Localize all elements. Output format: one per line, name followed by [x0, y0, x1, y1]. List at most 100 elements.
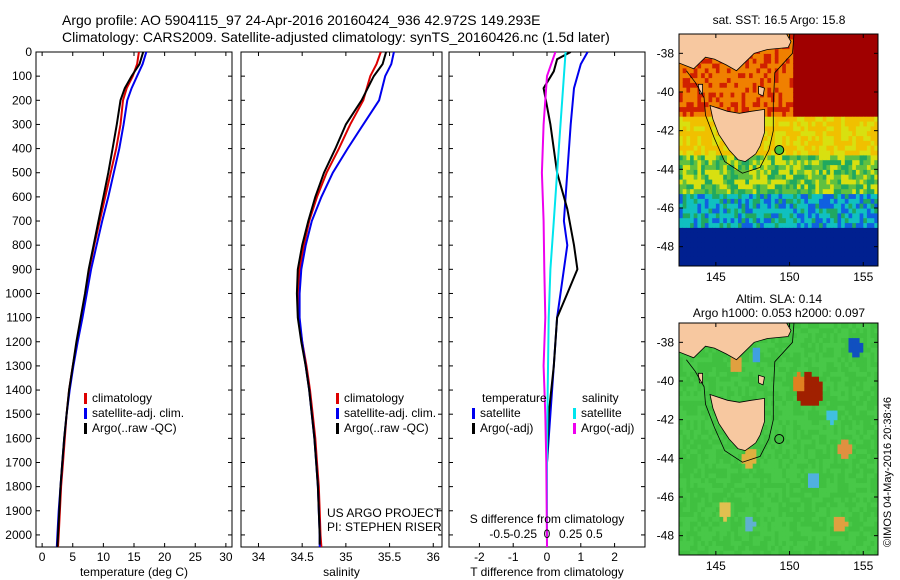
salinity-panel: 34 34.5 35 35.5 36 salinity climatologysatelli…	[240, 51, 443, 579]
x-tick-label: 35	[339, 550, 353, 564]
sla-map-subtitle: Argo h1000: 0.053 h2000: 0.097	[693, 306, 865, 320]
y-tick-label: -44	[657, 162, 675, 176]
y-tick-label: 1300	[5, 359, 32, 373]
tasmania-shape	[709, 104, 765, 163]
series-line	[295, 52, 388, 545]
mainland-shape	[679, 323, 792, 361]
y-tick-label: 1000	[5, 286, 32, 300]
argo-position-marker	[774, 145, 785, 155]
y-tick-label: 600	[12, 190, 32, 204]
legend-swatch	[84, 393, 87, 404]
title-line-2: Climatology: CARS2009. Satellite-adjuste…	[62, 29, 610, 45]
y-tick-label: 500	[12, 166, 32, 180]
y-tick-label: 1100	[6, 311, 32, 325]
y-tick-label: 1900	[5, 504, 32, 518]
legend-swatch	[336, 408, 339, 419]
x-tick-label: 35.5	[378, 550, 402, 564]
x-tick-label: 15	[127, 550, 141, 564]
x-tick-label: 150	[780, 270, 800, 284]
y-tick-label: -42	[657, 413, 675, 427]
legend-swatch	[573, 423, 576, 434]
x-tick-label: 34.5	[290, 550, 314, 564]
series-line	[546, 52, 567, 547]
y-tick-label: 100	[12, 69, 32, 83]
x-tick-label: 30	[219, 550, 233, 564]
y-tick-label: -40	[657, 85, 675, 99]
y-tick-label: -48	[657, 240, 675, 254]
x-tick-label: 25	[189, 550, 203, 564]
legend-swatch	[84, 423, 87, 434]
y-tick-label: 400	[12, 142, 32, 156]
x-tick-label: 20	[158, 550, 172, 564]
difference-panel: -2 -1 0 1 2T difference from climatology -0.5…	[448, 51, 646, 579]
y-tick-label: -42	[657, 124, 675, 138]
credit-label: ©IMOS 04-May-2016 20:38:46	[882, 397, 894, 547]
king-island-shape	[697, 83, 703, 95]
x-tick-label: 2	[611, 550, 618, 564]
sla-map-title: Altim. SLA: 0.14	[736, 292, 822, 306]
s-tick-label: 0.25	[559, 527, 583, 541]
legend-swatch	[472, 423, 475, 434]
plot-frame	[240, 51, 443, 548]
legend-label: satellite	[581, 406, 622, 420]
legend-swatch	[472, 408, 475, 419]
mainland-shape	[679, 34, 792, 72]
legend-swatch	[336, 393, 339, 404]
temperature-panel: 0 5 10 15 20 25 300100200300400500600700800900…	[5, 45, 233, 579]
legend-label: climatology	[344, 391, 404, 405]
y-tick-label: 1500	[5, 407, 32, 421]
x-axis-label: salinity	[323, 565, 360, 579]
annotation-pi: PI: STEPHEN RISER	[327, 520, 442, 534]
legend-salinity-title: salinity	[582, 391, 619, 405]
legend-label: satellite-adj. clim.	[92, 406, 184, 420]
x-tick-label: 10	[97, 550, 111, 564]
legend-label: Argo(..raw -QC)	[344, 421, 429, 435]
s-tick-label: -0.25	[510, 527, 538, 541]
title-line-1: Argo profile: AO 5904115_97 24-Apr-2016 …	[62, 12, 541, 28]
y-tick-label: 0	[25, 45, 32, 59]
flinders-island-shape	[758, 85, 765, 97]
plot-frame	[35, 51, 233, 548]
x-tick-label: 150	[780, 559, 800, 573]
x-axis-label: temperature (deg C)	[80, 565, 188, 579]
x-tick-label: 36	[427, 550, 441, 564]
x-tick-label: 5	[69, 550, 76, 564]
legend-temperature-title: temperature	[482, 391, 547, 405]
y-tick-label: -38	[657, 335, 675, 349]
series-line	[546, 52, 589, 547]
s-tick-label: 0.5	[586, 527, 603, 541]
series-line	[56, 52, 145, 547]
y-tick-label: 1400	[5, 383, 32, 397]
map-frame	[678, 33, 879, 267]
x-tick-label: 155	[853, 270, 873, 284]
y-tick-label: 700	[12, 214, 32, 228]
legend-swatch	[573, 408, 576, 419]
y-tick-label: 900	[12, 262, 32, 276]
sst-map-title: sat. SST: 16.5 Argo: 15.8	[713, 13, 846, 27]
legend-swatch	[336, 423, 339, 434]
sst-map: sat. SST: 16.5 Argo: 15.8 145 150 155 -38 -40…	[657, 13, 879, 284]
depth-contour	[686, 323, 795, 463]
depth-contour	[686, 34, 795, 174]
y-tick-label: 200	[12, 93, 32, 107]
y-tick-label: 2000	[5, 528, 32, 542]
x-tick-label: 145	[706, 559, 726, 573]
y-tick-label: -48	[657, 529, 675, 543]
legend-label: satellite	[480, 406, 521, 420]
legend-label: Argo(-adj)	[581, 421, 634, 435]
y-tick-label: -46	[657, 490, 675, 504]
y-tick-label: -46	[657, 201, 675, 215]
map-frame	[678, 322, 879, 556]
s-axis-label: S difference from climatology	[470, 512, 625, 526]
y-tick-label: 1200	[5, 335, 32, 349]
legend-label: climatology	[92, 391, 152, 405]
x-tick-label: -2	[474, 550, 485, 564]
king-island-shape	[697, 372, 703, 384]
y-tick-label: -44	[657, 451, 675, 465]
legend-label: Argo(..raw -QC)	[92, 421, 177, 435]
map-field	[679, 323, 878, 555]
y-tick-label: 800	[12, 238, 32, 252]
x-tick-label: -1	[508, 550, 519, 564]
